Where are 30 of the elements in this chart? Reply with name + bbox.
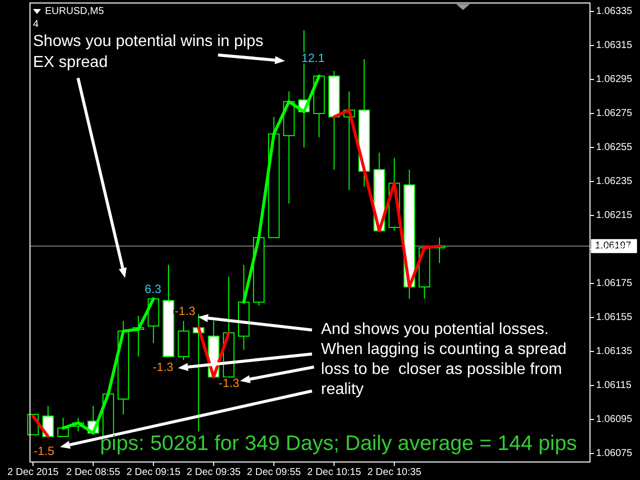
text: 4	[33, 19, 39, 30]
y-tick-label: 1.06255	[596, 142, 633, 154]
y-tick-label: 1.06275	[596, 108, 633, 120]
x-tick-label: 2 Dec 2015	[7, 467, 60, 478]
y-tick-label: 1.06075	[596, 448, 633, 460]
annotation: 6.3	[144, 282, 162, 296]
x-tick-label: 2 Dec 08:55	[66, 467, 121, 478]
x-tick-label: 2 Dec 10:35	[367, 467, 422, 478]
annotation: Shows you potential wins in pips EX spread	[33, 33, 264, 71]
x-tick-label: 2 Dec 09:35	[186, 467, 242, 478]
x-tick-label: 2 Dec 10:15	[307, 467, 362, 478]
y-tick-label: 1.06175	[596, 278, 633, 290]
chart-title: EURUSD,M5	[45, 6, 104, 17]
y-tick-label: 1.06135	[596, 346, 633, 358]
y-tick-label: 1.06095	[596, 414, 633, 426]
annotation: And shows you potential losses. When lagging is counting a spread loss to be closer as possible from reality	[321, 321, 566, 398]
annotation: pips: 50281 for 349 Days; Daily average = 144 pips	[100, 432, 577, 455]
y-tick-label: 1.06335	[596, 6, 633, 18]
y-tick-label: 1.06295	[596, 74, 633, 86]
x-tick-label: 2 Dec 09:55	[246, 467, 302, 478]
y-tick-label: 1.06155	[596, 312, 633, 324]
y-tick-label: 1.06315	[596, 40, 633, 52]
annotation: -1.3	[152, 360, 174, 374]
y-tick-label: 1.06215	[596, 210, 633, 222]
y-tick-label: 1.06235	[596, 176, 633, 188]
y-tick-label: 1.06115	[596, 380, 632, 392]
annotation: -1.3	[218, 376, 240, 390]
annotation: -1.5	[34, 444, 55, 458]
annotation: -1.3	[174, 304, 196, 318]
x-tick-label: 2 Dec 09:15	[126, 467, 181, 478]
